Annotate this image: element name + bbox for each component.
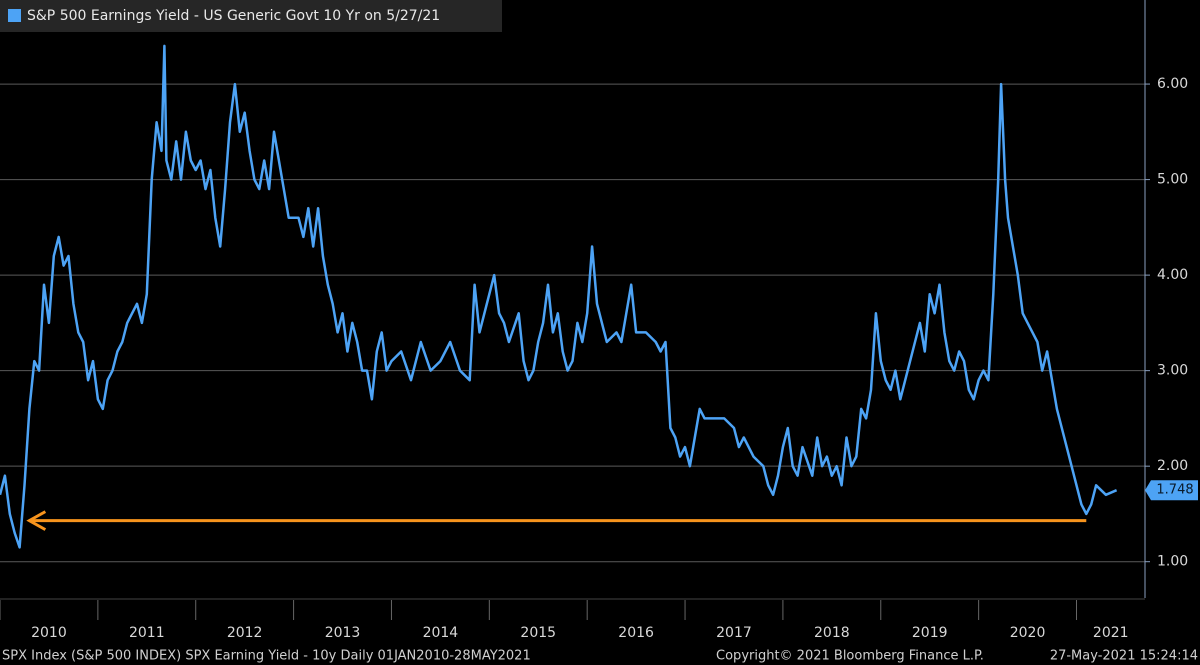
- x-tick-label: 2019: [912, 625, 948, 641]
- last-value-label: 1.748: [1156, 483, 1193, 498]
- y-tick-label: 1.00: [1157, 554, 1188, 570]
- legend-label: S&P 500 Earnings Yield - US Generic Govt…: [27, 8, 440, 24]
- y-tick-label: 6.00: [1157, 76, 1188, 92]
- x-tick-label: 2015: [520, 625, 556, 641]
- x-tick-label: 2017: [716, 625, 752, 641]
- x-tick-label: 2021: [1093, 625, 1129, 641]
- y-tick-label: 2.00: [1157, 458, 1188, 474]
- data-line: [0, 44, 1118, 549]
- x-tick-label: 2018: [814, 625, 850, 641]
- x-tick-label: 2011: [129, 625, 165, 641]
- x-tick-label: 2013: [325, 625, 361, 641]
- footer-center: Copyright© 2021 Bloomberg Finance L.P.: [716, 649, 984, 664]
- footer-right: 27-May-2021 15:24:14: [1050, 649, 1198, 664]
- legend-box: [0, 0, 502, 32]
- x-tick-label: 2014: [423, 625, 459, 641]
- x-tick-label: 2010: [31, 625, 67, 641]
- x-tick-label: 2016: [618, 625, 654, 641]
- plot-area: [0, 44, 1145, 563]
- footer-left: SPX Index (S&P 500 INDEX) SPX Earning Yi…: [2, 649, 531, 664]
- last-value-box: [1145, 480, 1198, 501]
- x-tick-label: 2020: [1010, 625, 1046, 641]
- y-tick-label: 3.00: [1157, 363, 1188, 379]
- arrow-head: [26, 510, 47, 531]
- y-tick-label: 5.00: [1157, 172, 1188, 188]
- y-tick-label: 4.00: [1157, 267, 1188, 283]
- legend-swatch: [8, 9, 21, 22]
- x-tick-label: 2012: [227, 625, 263, 641]
